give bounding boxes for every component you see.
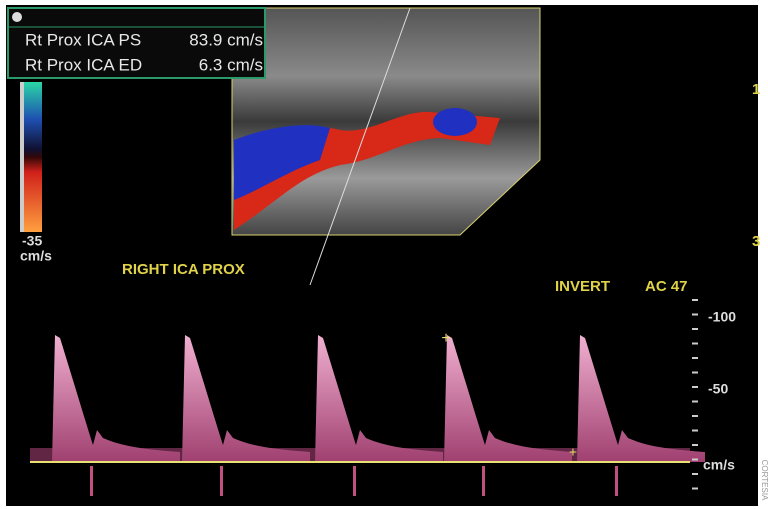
icon bbox=[12, 12, 22, 22]
artifact bbox=[615, 466, 618, 496]
depth-mark: 3 bbox=[752, 233, 760, 250]
color-scale-unit: cm/s bbox=[20, 248, 52, 264]
mode-label: INVERT bbox=[555, 278, 610, 295]
color-scale-bar bbox=[24, 82, 42, 232]
ultrasound-screen: Rt Prox ICA PS 83.9 cm/s Rt Prox ICA ED … bbox=[0, 0, 768, 509]
artifact bbox=[90, 466, 93, 496]
color-scale-min: -35 bbox=[22, 233, 42, 249]
velocity-unit: cm/s bbox=[703, 457, 735, 473]
measurement-label: Rt Prox ICA PS bbox=[25, 30, 141, 49]
credit: CORTESIA bbox=[760, 460, 768, 501]
acoustic-label: AC 47 bbox=[645, 278, 688, 295]
caliper-marker: + bbox=[569, 444, 577, 460]
velocity-tick-label: -50 bbox=[708, 381, 728, 397]
artifact bbox=[220, 466, 223, 496]
velocity-tick-label: -100 bbox=[708, 309, 736, 325]
depth-mark: 1 bbox=[752, 81, 760, 98]
artifact bbox=[482, 466, 485, 496]
artifact bbox=[353, 466, 356, 496]
measurement-value: 6.3 cm/s bbox=[199, 55, 263, 74]
vessel-label: RIGHT ICA PROX bbox=[122, 261, 245, 278]
color-flow-blue bbox=[433, 108, 477, 136]
color-scale-edge bbox=[20, 82, 24, 232]
caliper-marker: + bbox=[441, 330, 450, 347]
measurement-value: 83.9 cm/s bbox=[189, 30, 263, 49]
measurement-label: Rt Prox ICA ED bbox=[25, 55, 142, 74]
